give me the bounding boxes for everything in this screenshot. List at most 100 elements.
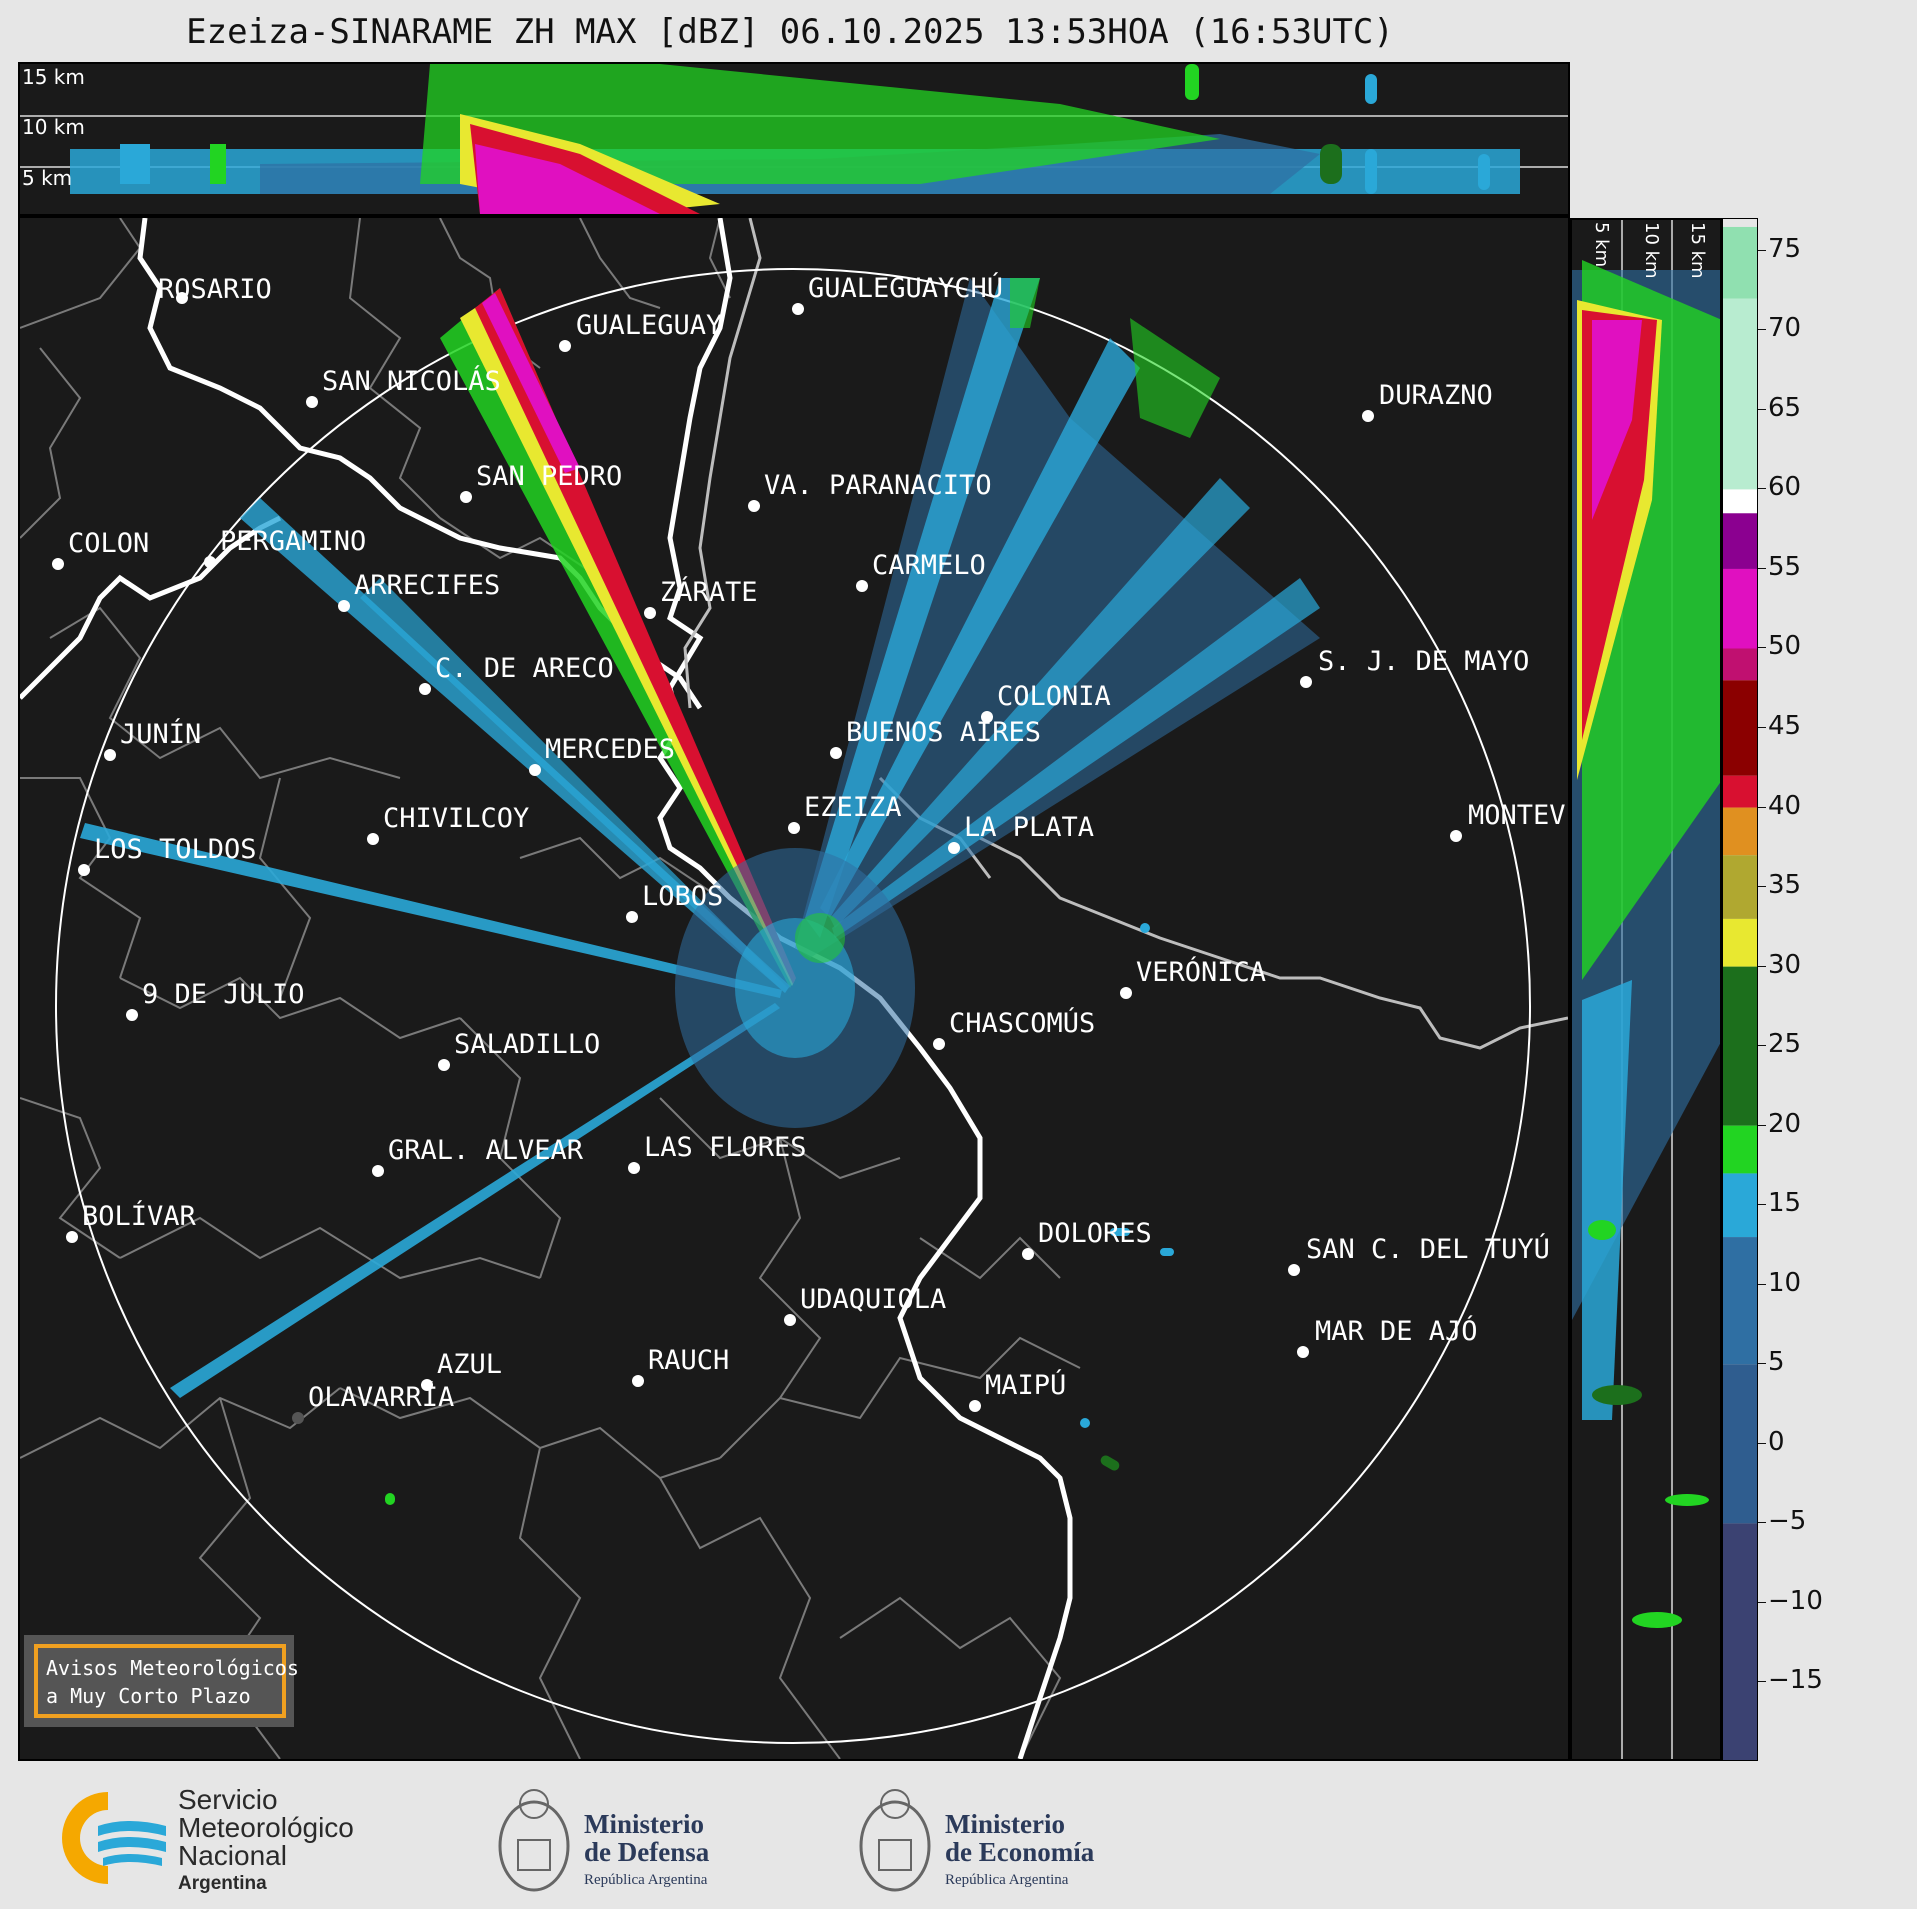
city-dot xyxy=(981,711,993,723)
colorbar-segment xyxy=(1723,489,1757,514)
city-dot xyxy=(338,600,350,612)
coastline-west xyxy=(20,515,282,700)
colorbar-tick-mark xyxy=(1758,806,1766,808)
colorbar-segment xyxy=(1723,807,1757,856)
city-label: BUENOS AIRES xyxy=(846,717,1041,748)
colorbar-tick-mark xyxy=(1758,1363,1766,1365)
colorbar-segment xyxy=(1723,298,1757,490)
city-dot xyxy=(1120,987,1132,999)
range-ring xyxy=(55,268,1531,1744)
radar-map-svg: ROSARIO GUALEGUAYCHÚ GUALEGUAY SAN NICOLÁS D… xyxy=(20,218,1568,1759)
colorbar-segment xyxy=(1723,1364,1757,1524)
colorbar-tick-label: 60 xyxy=(1768,472,1802,503)
warning-box[interactable]: Avisos Meteorológicos a Muy Corto Plazo xyxy=(24,1635,299,1727)
colorbar-segment xyxy=(1723,1523,1757,1760)
city-dot xyxy=(292,1412,304,1424)
colorbar-tick-label: 75 xyxy=(1768,233,1802,264)
colorbar-tick-label: 30 xyxy=(1768,949,1802,980)
colorbar-segment xyxy=(1723,855,1757,919)
side-label-15km: 15 km xyxy=(1687,222,1708,279)
smn-logo-text: Servicio Meteorológico Nacional Argentin… xyxy=(178,1786,354,1898)
colorbar-tick-label: 35 xyxy=(1768,870,1802,901)
colorbar-segment xyxy=(1723,680,1757,776)
city-label: C. DE ARECO xyxy=(435,653,614,684)
side-profile-svg: 5 km 10 km 15 km xyxy=(1572,220,1720,1759)
city-label: GUALEGUAY xyxy=(576,310,722,341)
colorbar-tick-mark xyxy=(1758,1283,1766,1285)
city-label: LOBOS xyxy=(642,881,723,912)
city-label: PERGAMINO xyxy=(220,526,366,557)
city-dot xyxy=(421,1379,433,1391)
city-label: EZEIZA xyxy=(804,792,902,823)
city-dot xyxy=(632,1375,644,1387)
city-label: SAN NICOLÁS xyxy=(322,365,501,397)
colorbar-tick-mark xyxy=(1758,249,1766,251)
colorbar-tick-label: 45 xyxy=(1768,711,1802,742)
colorbar-tick-label: −15 xyxy=(1768,1665,1823,1696)
city-label: OLAVARRÍA xyxy=(308,1381,454,1413)
city-dot xyxy=(204,556,216,568)
colorbar-svg xyxy=(1723,226,1757,1760)
colorbar-tick-mark xyxy=(1758,408,1766,410)
colorbar-tick-mark xyxy=(1758,329,1766,331)
city-label: CHIVILCOY xyxy=(383,803,529,834)
city-label: VERÓNICA xyxy=(1136,956,1266,988)
top-label-10km: 10 km xyxy=(22,115,85,139)
city-label: MERCEDES xyxy=(545,734,675,765)
side-label-5km: 5 km xyxy=(1591,222,1612,267)
warning-line-2: a Muy Corto Plazo xyxy=(46,1684,251,1708)
radar-map: ROSARIO GUALEGUAYCHÚ GUALEGUAY SAN NICOLÁS D… xyxy=(18,216,1570,1761)
footer-logos: Servicio Meteorológico Nacional Argentin… xyxy=(0,1770,1917,1909)
colorbar-tick-mark xyxy=(1758,965,1766,967)
colorbar-tick-mark xyxy=(1758,1601,1766,1603)
top-label-15km: 15 km xyxy=(22,65,85,89)
city-dot xyxy=(1362,410,1374,422)
colorbar-tick-label: 25 xyxy=(1768,1029,1802,1060)
city-dot xyxy=(367,833,379,845)
city-dot xyxy=(438,1059,450,1071)
colorbar-tick-label: −10 xyxy=(1768,1585,1823,1616)
economia-line-1: Ministerio xyxy=(945,1809,1065,1839)
city-dot xyxy=(856,580,868,592)
city-label: DOLORES xyxy=(1038,1218,1152,1249)
city-dot xyxy=(126,1009,138,1021)
city-dot xyxy=(969,1400,981,1412)
city-dot xyxy=(104,749,116,761)
top-echo-band xyxy=(70,64,1520,214)
city-dot xyxy=(529,764,541,776)
city-label: RAUCH xyxy=(648,1345,729,1376)
city-label: SAN PEDRO xyxy=(476,461,622,492)
economia-line-3: República Argentina xyxy=(945,1872,1069,1888)
colorbar-tick-mark xyxy=(1758,1442,1766,1444)
colorbar-segment xyxy=(1723,226,1757,299)
colorbar-tick-label: 40 xyxy=(1768,790,1802,821)
city-dot xyxy=(792,303,804,315)
economia-coat-of-arms-icon xyxy=(859,1789,931,1892)
top-profile-svg: 15 km 10 km 5 km xyxy=(20,64,1568,214)
smn-line-3: Nacional xyxy=(178,1840,287,1871)
city-dot xyxy=(306,396,318,408)
city-layer: ROSARIO GUALEGUAYCHÚ GUALEGUAY SAN NICOLÁS D… xyxy=(52,272,1566,1424)
top-label-5km: 5 km xyxy=(22,166,72,190)
colorbar-tick-label: 15 xyxy=(1768,1188,1802,1219)
colorbar-segment xyxy=(1723,1237,1757,1365)
colorbar-tick-mark xyxy=(1758,886,1766,888)
colorbar-segment xyxy=(1723,568,1757,649)
chart-title: Ezeiza-SINARAME ZH MAX [dBZ] 06.10.2025 … xyxy=(186,12,1394,52)
colorbar-tick-mark xyxy=(1758,1045,1766,1047)
colorbar-tick-label: −5 xyxy=(1768,1506,1807,1537)
colorbar-tick-mark xyxy=(1758,727,1766,729)
city-dot xyxy=(78,864,90,876)
colorbar-segment xyxy=(1723,1125,1757,1174)
city-label: VA. PARANACITO xyxy=(764,470,992,501)
defensa-line-3: República Argentina xyxy=(584,1872,708,1888)
colorbar-segment xyxy=(1723,775,1757,808)
city-label: CARMELO xyxy=(872,550,986,581)
colorbar-tick-label: 0 xyxy=(1768,1426,1785,1457)
economia-line-2: de Economía xyxy=(945,1837,1095,1867)
smn-line-4: Argentina xyxy=(178,1873,267,1894)
city-label: AZUL xyxy=(437,1349,502,1380)
city-dot xyxy=(1450,830,1462,842)
top-vertical-profile: 15 km 10 km 5 km xyxy=(18,62,1570,216)
smn-line-2: Meteorológico xyxy=(178,1812,354,1843)
